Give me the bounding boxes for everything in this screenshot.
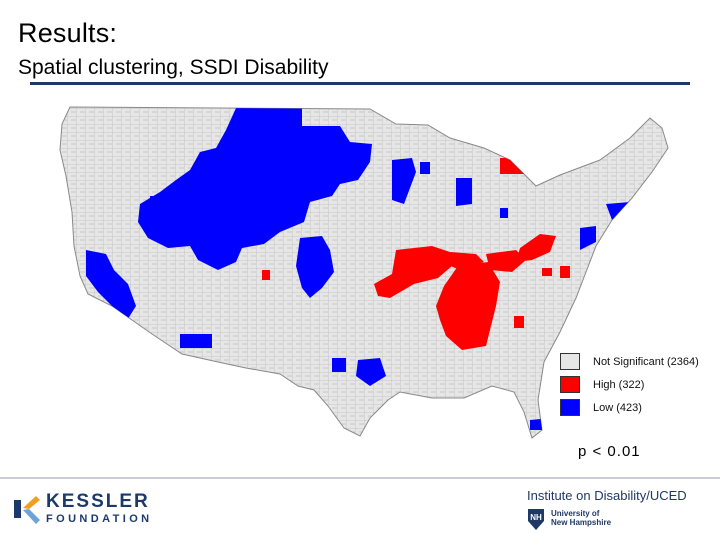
unh-line2: New Hampshire: [551, 518, 612, 527]
unh-logo: NH University of New Hampshire: [527, 508, 611, 530]
map-legend: Not Significant (2364) High (322) Low (4…: [560, 350, 710, 419]
legend-label: Not Significant (2364): [593, 355, 699, 368]
legend-swatch-low: [560, 399, 580, 416]
legend-item-high: High (322): [560, 373, 710, 396]
kessler-name: KESSLER: [46, 491, 150, 512]
svg-text:NH: NH: [530, 513, 542, 522]
slide-subtitle: Spatial clustering, SSDI Disability: [18, 56, 329, 79]
slide-title: Results:: [18, 18, 118, 48]
legend-swatch-high: [560, 376, 580, 393]
footer-divider: [0, 477, 720, 479]
legend-label: High (322): [593, 378, 645, 391]
iod-title: Institute on Disability/UCED: [527, 488, 687, 503]
legend-item-low: Low (423): [560, 396, 710, 419]
kessler-sub: FOUNDATION: [46, 513, 153, 525]
legend-item-not-significant: Not Significant (2364): [560, 350, 710, 373]
kessler-foundation-logo: KESSLER FOUNDATION: [14, 492, 153, 525]
unh-line1: University of: [551, 509, 600, 519]
legend-label: Low (423): [593, 401, 642, 414]
kessler-k-icon: [14, 495, 40, 524]
title-divider: [30, 82, 690, 85]
us-county-cluster-map: [59, 106, 669, 439]
unh-shield-icon: NH: [528, 509, 544, 530]
p-value-label: p < 0.01: [578, 443, 641, 460]
legend-swatch-not-significant: [560, 353, 580, 370]
